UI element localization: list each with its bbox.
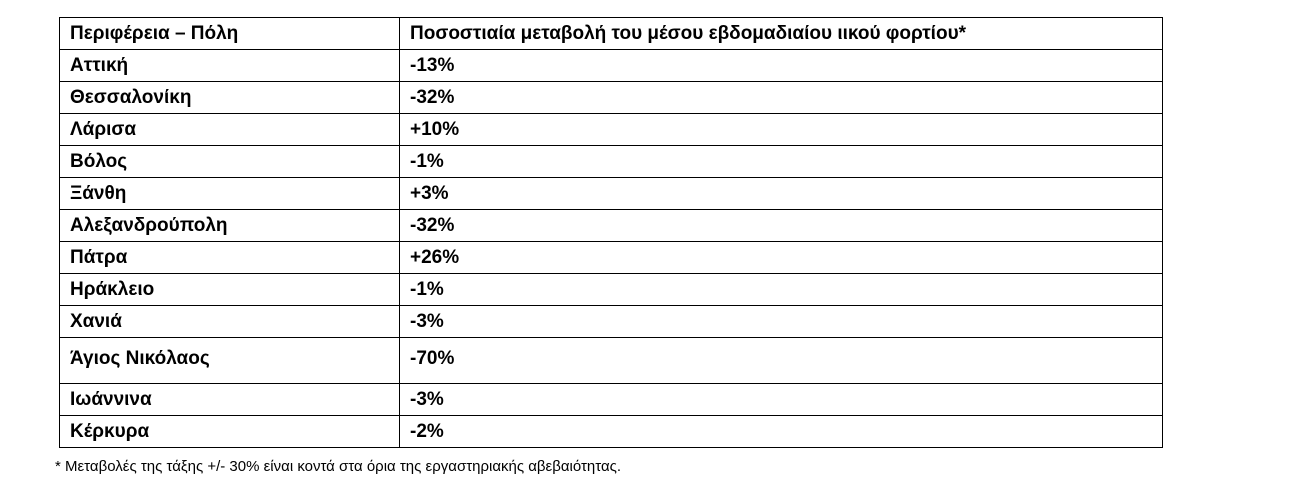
change-cell: -1% (399, 273, 1163, 306)
region-cell: Ιωάννινα (59, 383, 400, 416)
change-cell: -3% (399, 305, 1163, 338)
region-cell: Χανιά (59, 305, 400, 338)
region-cell: Άγιος Νικόλαος (59, 337, 400, 384)
table-row: Αττική -13% (59, 49, 1163, 82)
table-row: Αλεξανδρούπολη -32% (59, 209, 1163, 242)
table-row: Πάτρα +26% (59, 241, 1163, 274)
region-cell: Ξάνθη (59, 177, 400, 210)
region-cell: Βόλος (59, 145, 400, 178)
table-row: Λάρισα +10% (59, 113, 1163, 146)
region-cell: Αλεξανδρούπολη (59, 209, 400, 242)
change-cell: -3% (399, 383, 1163, 416)
table-header-row: Περιφέρεια – Πόλη Ποσοστιαία μεταβολή το… (59, 17, 1163, 50)
header-change: Ποσοστιαία μεταβολή του μέσου εβδομαδιαί… (399, 17, 1163, 50)
change-cell: +26% (399, 241, 1163, 274)
table-row: Χανιά -3% (59, 305, 1163, 338)
region-cell: Αττική (59, 49, 400, 82)
change-cell: -13% (399, 49, 1163, 82)
region-cell: Θεσσαλονίκη (59, 81, 400, 114)
header-region: Περιφέρεια – Πόλη (59, 17, 400, 50)
table-row: Βόλος -1% (59, 145, 1163, 178)
change-cell: -32% (399, 81, 1163, 114)
change-cell: -1% (399, 145, 1163, 178)
change-cell: -2% (399, 415, 1163, 448)
viral-load-table: Περιφέρεια – Πόλη Ποσοστιαία μεταβολή το… (59, 17, 1163, 448)
change-cell: +10% (399, 113, 1163, 146)
table-row: Θεσσαλονίκη -32% (59, 81, 1163, 114)
region-cell: Κέρκυρα (59, 415, 400, 448)
table-row: Ηράκλειο -1% (59, 273, 1163, 306)
region-cell: Λάρισα (59, 113, 400, 146)
table-row: Άγιος Νικόλαος -70% (59, 337, 1163, 384)
change-cell: -70% (399, 337, 1163, 384)
table-row: Ιωάννινα -3% (59, 383, 1163, 416)
region-cell: Ηράκλειο (59, 273, 400, 306)
table-row: Ξάνθη +3% (59, 177, 1163, 210)
table-row: Κέρκυρα -2% (59, 415, 1163, 448)
region-cell: Πάτρα (59, 241, 400, 274)
footnote: * Μεταβολές της τάξης +/- 30% είναι κοντ… (55, 458, 622, 475)
change-cell: -32% (399, 209, 1163, 242)
change-cell: +3% (399, 177, 1163, 210)
